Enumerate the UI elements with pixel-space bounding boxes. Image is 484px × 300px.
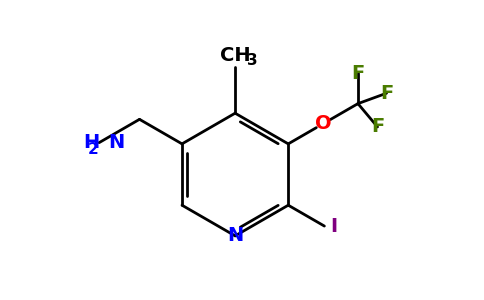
Text: 3: 3 <box>247 52 258 68</box>
Text: I: I <box>330 217 337 236</box>
Text: H: H <box>83 133 99 152</box>
Text: F: F <box>351 64 364 83</box>
Text: CH: CH <box>220 46 250 64</box>
Text: F: F <box>380 84 393 103</box>
Text: N: N <box>227 226 243 245</box>
Text: 2: 2 <box>88 142 99 157</box>
Text: N: N <box>108 133 124 152</box>
Text: F: F <box>371 117 384 136</box>
Text: O: O <box>315 114 332 133</box>
